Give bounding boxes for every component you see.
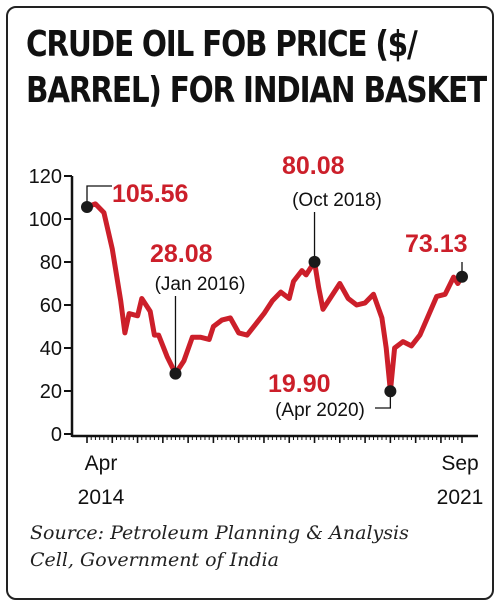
annotation-date: (Oct 2018) bbox=[292, 190, 382, 211]
highlight-marker bbox=[169, 367, 182, 380]
source-line-2: Cell, Government of India bbox=[30, 549, 279, 571]
y-tick-label: 80 bbox=[40, 252, 62, 274]
y-tick-label: 120 bbox=[29, 166, 62, 188]
chart-title-line-1: CRUDE OIL FOB PRICE ($/ bbox=[26, 24, 418, 65]
highlight-marker bbox=[308, 255, 321, 268]
x-tick-label-month: Apr bbox=[85, 452, 118, 475]
y-axis-ticks: 0 20 40 60 80 100 120 bbox=[29, 166, 72, 446]
y-tick-label: 0 bbox=[51, 424, 62, 446]
series-layer bbox=[84, 201, 465, 394]
annotation-value: 19.90 bbox=[268, 370, 331, 398]
x-tick-label-month: Sep bbox=[441, 452, 478, 475]
x-tick-label-year: 2021 bbox=[437, 486, 484, 509]
annotation-labels: 105.56 28.08 (Jan 2016) 80.08 (Oct 2018) 19.9… bbox=[112, 152, 468, 421]
x-axis-ticks: Apr 2014 Sep 2021 bbox=[78, 436, 484, 509]
y-tick-label: 100 bbox=[29, 209, 62, 231]
annotation-value: 80.08 bbox=[282, 152, 345, 180]
source-note: Source: Petroleum Planning & Analysis Ce… bbox=[30, 520, 470, 574]
y-tick-label: 40 bbox=[40, 338, 62, 360]
annotation-date: (Jan 2016) bbox=[155, 274, 246, 295]
highlight-marker bbox=[384, 385, 397, 398]
annotation-value: 28.08 bbox=[150, 240, 213, 268]
annotation-markers bbox=[81, 201, 468, 398]
annotation-date: (Apr 2020) bbox=[275, 400, 365, 421]
highlight-marker bbox=[456, 270, 468, 283]
source-line-1: Source: Petroleum Planning & Analysis bbox=[30, 522, 409, 544]
highlight-marker bbox=[81, 201, 93, 214]
y-tick-label: 60 bbox=[40, 295, 62, 317]
x-tick-label-year: 2014 bbox=[78, 486, 125, 509]
annotation-value: 73.13 bbox=[405, 230, 468, 258]
y-tick-label: 20 bbox=[40, 381, 62, 403]
annotation-value: 105.56 bbox=[112, 180, 188, 208]
price-line bbox=[84, 201, 465, 394]
chart-card bbox=[6, 6, 494, 600]
annotation-leader bbox=[86, 185, 112, 208]
